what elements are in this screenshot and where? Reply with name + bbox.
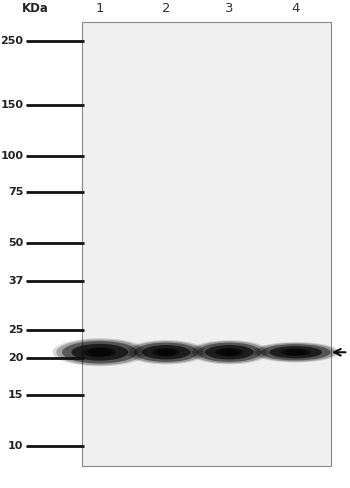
Text: 3: 3 — [225, 2, 233, 15]
Text: 15: 15 — [8, 389, 23, 400]
Ellipse shape — [152, 348, 180, 356]
Text: 25: 25 — [8, 325, 23, 335]
Text: 1: 1 — [96, 2, 104, 15]
Text: 75: 75 — [8, 187, 23, 197]
Text: KDa: KDa — [22, 2, 48, 15]
Text: 150: 150 — [0, 100, 23, 110]
Ellipse shape — [56, 340, 143, 365]
Text: 20: 20 — [8, 353, 23, 364]
Ellipse shape — [197, 343, 261, 362]
Ellipse shape — [285, 349, 307, 355]
Ellipse shape — [256, 343, 336, 362]
Text: 50: 50 — [8, 238, 23, 248]
Ellipse shape — [252, 342, 340, 363]
Ellipse shape — [189, 340, 270, 365]
Ellipse shape — [215, 348, 243, 356]
Text: 10: 10 — [8, 441, 23, 450]
Ellipse shape — [83, 347, 116, 357]
Ellipse shape — [205, 345, 253, 360]
Ellipse shape — [71, 344, 128, 361]
Text: 4: 4 — [292, 2, 300, 15]
Text: 250: 250 — [0, 36, 23, 46]
Ellipse shape — [129, 341, 203, 364]
Ellipse shape — [270, 346, 322, 358]
Ellipse shape — [126, 340, 206, 365]
Ellipse shape — [134, 343, 198, 362]
Ellipse shape — [52, 338, 147, 366]
Ellipse shape — [62, 341, 138, 364]
Text: 100: 100 — [0, 151, 23, 161]
Ellipse shape — [156, 348, 176, 356]
Ellipse shape — [219, 348, 239, 356]
Text: 37: 37 — [8, 276, 23, 286]
Ellipse shape — [192, 341, 266, 364]
FancyBboxPatch shape — [82, 22, 331, 466]
Text: 2: 2 — [162, 2, 170, 15]
Ellipse shape — [280, 349, 311, 356]
Ellipse shape — [142, 345, 190, 360]
Ellipse shape — [88, 348, 112, 357]
Ellipse shape — [261, 344, 331, 360]
